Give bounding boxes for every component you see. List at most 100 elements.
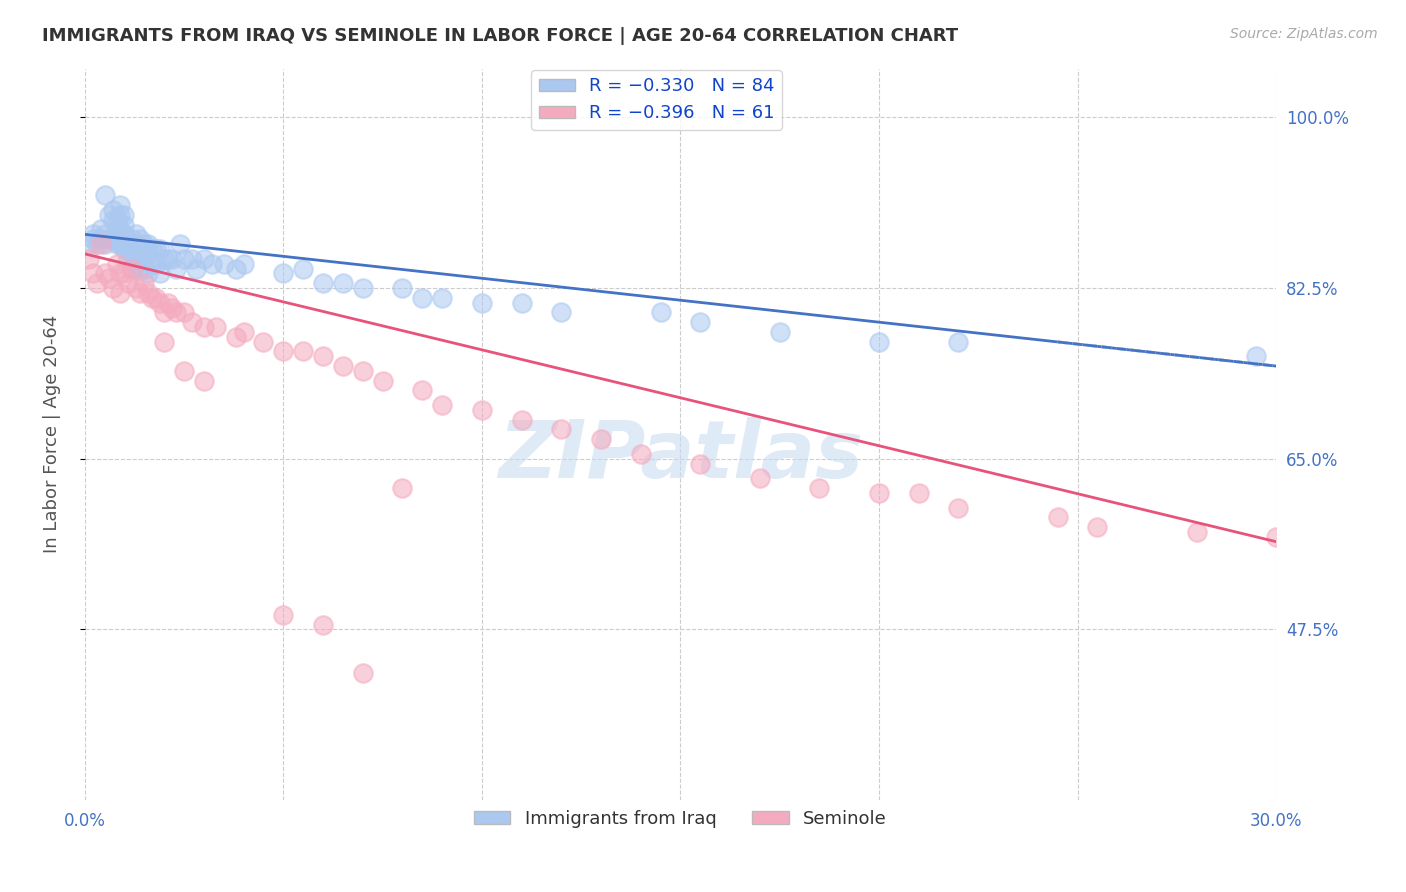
Point bbox=[312, 617, 335, 632]
Point bbox=[114, 266, 136, 280]
Point bbox=[430, 398, 453, 412]
Point bbox=[114, 237, 136, 252]
Point bbox=[1185, 524, 1208, 539]
Point bbox=[948, 334, 970, 349]
Point bbox=[169, 237, 191, 252]
Point bbox=[125, 281, 148, 295]
Point bbox=[352, 364, 374, 378]
Point bbox=[129, 252, 152, 266]
Point bbox=[201, 257, 224, 271]
Point bbox=[110, 222, 132, 236]
Point bbox=[136, 285, 159, 300]
Point bbox=[125, 247, 148, 261]
Point bbox=[1087, 520, 1109, 534]
Point bbox=[129, 261, 152, 276]
Point bbox=[193, 374, 215, 388]
Point bbox=[110, 198, 132, 212]
Point bbox=[352, 666, 374, 681]
Point bbox=[907, 486, 929, 500]
Point bbox=[125, 227, 148, 242]
Point bbox=[153, 334, 176, 349]
Text: ZIPatlas: ZIPatlas bbox=[498, 417, 863, 495]
Point bbox=[232, 325, 254, 339]
Point bbox=[173, 252, 195, 266]
Point bbox=[110, 208, 132, 222]
Point bbox=[134, 252, 156, 266]
Point bbox=[149, 266, 172, 280]
Point bbox=[868, 334, 890, 349]
Point bbox=[93, 227, 115, 242]
Point bbox=[82, 266, 104, 280]
Point bbox=[114, 218, 136, 232]
Point bbox=[90, 237, 112, 252]
Point bbox=[748, 471, 770, 485]
Point bbox=[105, 232, 128, 246]
Point bbox=[105, 212, 128, 227]
Point bbox=[121, 237, 143, 252]
Point bbox=[510, 413, 533, 427]
Point bbox=[129, 285, 152, 300]
Point bbox=[149, 242, 172, 256]
Point bbox=[630, 447, 652, 461]
Point bbox=[93, 266, 115, 280]
Point bbox=[157, 295, 180, 310]
Point bbox=[689, 457, 711, 471]
Point bbox=[134, 276, 156, 290]
Point bbox=[121, 247, 143, 261]
Point bbox=[129, 232, 152, 246]
Point bbox=[948, 500, 970, 515]
Point bbox=[110, 285, 132, 300]
Point bbox=[105, 257, 128, 271]
Point bbox=[117, 237, 139, 252]
Point bbox=[471, 295, 494, 310]
Point bbox=[391, 481, 413, 495]
Legend: Immigrants from Iraq, Seminole: Immigrants from Iraq, Seminole bbox=[467, 803, 894, 835]
Point bbox=[550, 422, 572, 436]
Point bbox=[292, 261, 315, 276]
Point bbox=[153, 252, 176, 266]
Point bbox=[212, 257, 235, 271]
Point bbox=[110, 237, 132, 252]
Point bbox=[173, 364, 195, 378]
Point bbox=[193, 320, 215, 334]
Point bbox=[550, 305, 572, 319]
Point bbox=[391, 281, 413, 295]
Point bbox=[157, 252, 180, 266]
Point bbox=[121, 261, 143, 276]
Point bbox=[117, 276, 139, 290]
Point bbox=[105, 222, 128, 236]
Point bbox=[82, 227, 104, 242]
Point bbox=[165, 261, 187, 276]
Point bbox=[510, 295, 533, 310]
Point bbox=[97, 208, 120, 222]
Point bbox=[184, 261, 207, 276]
Point bbox=[193, 252, 215, 266]
Point bbox=[411, 291, 433, 305]
Point bbox=[225, 330, 247, 344]
Point bbox=[471, 403, 494, 417]
Point bbox=[145, 242, 167, 256]
Point bbox=[136, 237, 159, 252]
Point bbox=[1244, 349, 1267, 363]
Point bbox=[97, 271, 120, 285]
Point bbox=[121, 261, 143, 276]
Point bbox=[86, 276, 108, 290]
Point bbox=[292, 344, 315, 359]
Text: Source: ZipAtlas.com: Source: ZipAtlas.com bbox=[1230, 27, 1378, 41]
Point bbox=[114, 242, 136, 256]
Point bbox=[90, 222, 112, 236]
Point bbox=[181, 315, 204, 329]
Point bbox=[165, 305, 187, 319]
Point bbox=[1265, 530, 1288, 544]
Point bbox=[145, 257, 167, 271]
Point bbox=[252, 334, 274, 349]
Point bbox=[868, 486, 890, 500]
Point bbox=[129, 242, 152, 256]
Point bbox=[332, 276, 354, 290]
Point bbox=[204, 320, 226, 334]
Point bbox=[97, 232, 120, 246]
Text: IMMIGRANTS FROM IRAQ VS SEMINOLE IN LABOR FORCE | AGE 20-64 CORRELATION CHART: IMMIGRANTS FROM IRAQ VS SEMINOLE IN LABO… bbox=[42, 27, 959, 45]
Point bbox=[105, 237, 128, 252]
Point bbox=[371, 374, 394, 388]
Point bbox=[312, 276, 335, 290]
